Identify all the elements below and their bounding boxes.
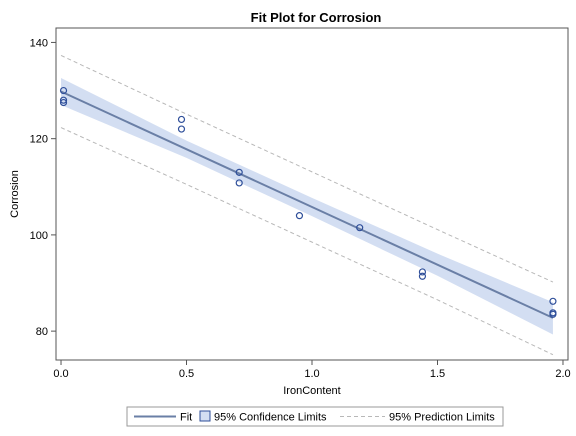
data-point (177, 125, 186, 133)
data-point (295, 212, 304, 220)
data-point (59, 96, 68, 104)
x-tick-label: 1.5 (430, 368, 445, 380)
data-point (549, 310, 557, 318)
legend: Fit 95% Confidence Limits 95% Prediction… (126, 406, 504, 427)
data-point (418, 272, 427, 280)
x-tick-label: 0.5 (179, 368, 194, 380)
data-point (177, 115, 186, 124)
legend-confidence-swatch (199, 410, 211, 422)
legend-box (126, 406, 504, 427)
prediction-limit-upper (60, 54, 554, 283)
x-tick-label: 0.0 (53, 368, 68, 380)
legend-confidence-label: 95% Confidence Limits (214, 412, 327, 424)
y-tick-label: 140 (30, 37, 48, 49)
legend-prediction-label: 95% Prediction Limits (389, 412, 495, 424)
x-tick-label: 1.0 (304, 368, 319, 380)
data-point (59, 98, 68, 107)
y-tick-label: 120 (30, 134, 48, 146)
prediction-limit-lower (60, 127, 554, 356)
y-tick-label: 80 (36, 326, 48, 338)
data-point (356, 224, 364, 232)
legend-fit-label: Fit (180, 412, 192, 424)
data-point (549, 297, 557, 305)
data-point (235, 179, 243, 187)
chart-title: Fit Plot for Corrosion (251, 10, 382, 25)
y-tick-label: 100 (30, 230, 48, 242)
x-axis-label: IronContent (283, 385, 340, 397)
plot-area (55, 27, 569, 361)
data-point (59, 86, 68, 95)
plot-frame (55, 27, 569, 361)
data-point (235, 168, 243, 176)
y-axis: 80 100 120 140 (30, 37, 56, 338)
x-axis: 0.0 0.5 1.0 1.5 2.0 (53, 360, 571, 380)
data-points (59, 86, 557, 318)
y-axis-label: Corrosion (9, 170, 21, 218)
fit-line (60, 90, 554, 319)
confidence-band (61, 78, 553, 335)
data-point (418, 268, 427, 276)
x-tick-label: 2.0 (555, 368, 570, 380)
